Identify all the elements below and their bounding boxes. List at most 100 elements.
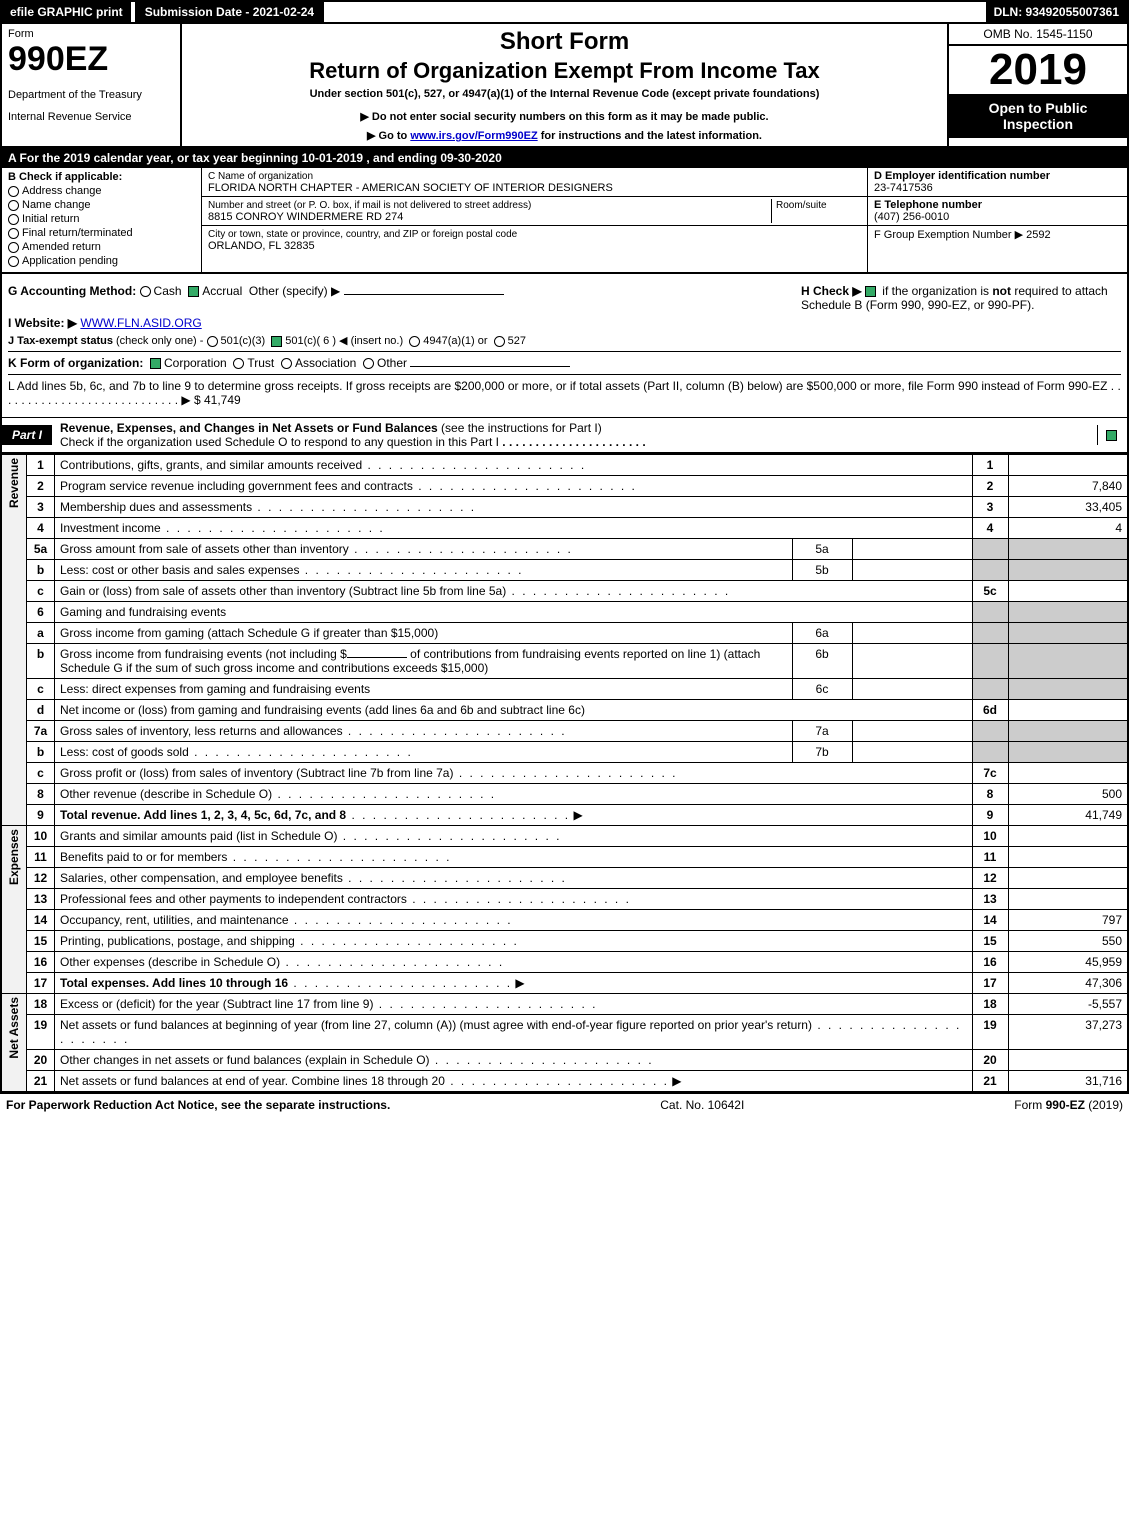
chk-accrual[interactable]	[188, 286, 199, 297]
goto-line: ▶ Go to www.irs.gov/Form990EZ for instru…	[190, 129, 939, 142]
line-6-desc: Gaming and fundraising events	[55, 602, 973, 623]
chk-amended-return[interactable]: Amended return	[8, 241, 195, 253]
radio-association[interactable]	[281, 358, 292, 369]
tax-period-line: A For the 2019 calendar year, or tax yea…	[0, 148, 1129, 168]
line-9-amt: 41,749	[1008, 805, 1128, 826]
shade	[1008, 539, 1128, 560]
line-h-not: not	[992, 284, 1011, 298]
city-row: City or town, state or province, country…	[202, 226, 867, 254]
org-name-row: C Name of organization FLORIDA NORTH CHA…	[202, 168, 867, 197]
form-number: 990EZ	[8, 40, 174, 79]
sub-5b: 5b	[792, 560, 852, 581]
line-g-label: G Accounting Method:	[8, 284, 136, 298]
cash-label: Cash	[154, 284, 182, 298]
line-h-txt1: if the organization is	[882, 284, 992, 298]
line-1-n: 1	[972, 455, 1008, 476]
line-10-n: 10	[972, 826, 1008, 847]
footer-right: Form 990-EZ (2019)	[1014, 1098, 1123, 1112]
line-8-n: 8	[972, 784, 1008, 805]
section-d: D Employer identification number 23-7417…	[867, 168, 1127, 272]
chk-address-change[interactable]: Address change	[8, 185, 195, 197]
tax-year: 2019	[949, 46, 1127, 94]
chk-corporation[interactable]	[150, 358, 161, 369]
ledger-table: Revenue 1 Contributions, gifts, grants, …	[0, 454, 1129, 1093]
line-j-hint: (check only one) -	[116, 335, 203, 347]
line-j: J Tax-exempt status (check only one) - 5…	[8, 334, 1121, 347]
top-bar: efile GRAPHIC print Submission Date - 20…	[0, 0, 1129, 22]
line-2-desc: Program service revenue including govern…	[55, 476, 973, 497]
street-value: 8815 CONROY WINDERMERE RD 274	[208, 211, 403, 223]
line-6d-n: 6d	[972, 700, 1008, 721]
line-6d-amt	[1008, 700, 1128, 721]
line-17-n: 17	[972, 973, 1008, 994]
chk-schedule-b[interactable]	[865, 286, 876, 297]
sub-7a-amt	[852, 721, 972, 742]
line-5c-n: 5c	[972, 581, 1008, 602]
open-inspection: Open to Public Inspection	[949, 94, 1127, 138]
radio-501c3[interactable]	[207, 336, 218, 347]
line-18-n: 18	[972, 994, 1008, 1015]
line-13-desc: Professional fees and other payments to …	[55, 889, 973, 910]
chk-initial-return[interactable]: Initial return	[8, 213, 195, 225]
line-8-desc: Other revenue (describe in Schedule O)	[55, 784, 973, 805]
line-12-amt	[1008, 868, 1128, 889]
lbl-other-org: Other	[377, 356, 407, 370]
lbl-corp: Corporation	[164, 356, 227, 370]
line-4-amt: 4	[1008, 518, 1128, 539]
part-1-label: Part I	[2, 425, 52, 445]
line-l-arrow: ▶ $	[181, 393, 200, 407]
chk-501c[interactable]	[271, 336, 282, 347]
line-k-label: K Form of organization:	[8, 356, 143, 370]
lbl-trust: Trust	[247, 356, 274, 370]
part-1-check[interactable]	[1097, 425, 1127, 445]
part-1-subline: Check if the organization used Schedule …	[60, 435, 499, 449]
radio-4947[interactable]	[409, 336, 420, 347]
line-l: L Add lines 5b, 6c, and 7b to line 9 to …	[8, 374, 1121, 407]
dept-irs: Internal Revenue Service	[8, 111, 174, 123]
city-label: City or town, state or province, country…	[208, 229, 517, 240]
line-20-desc: Other changes in net assets or fund bala…	[55, 1050, 973, 1071]
ein-row: D Employer identification number 23-7417…	[868, 168, 1127, 197]
line-2-n: 2	[972, 476, 1008, 497]
chk-final-return[interactable]: Final return/terminated	[8, 227, 195, 239]
efile-label[interactable]: efile GRAPHIC print	[2, 2, 131, 22]
lbl-527: 527	[508, 335, 526, 347]
return-title: Return of Organization Exempt From Incom…	[190, 58, 939, 84]
line-12-n: 12	[972, 868, 1008, 889]
accrual-label: Accrual	[202, 284, 242, 298]
website-link[interactable]: WWW.FLN.ASID.ORG	[80, 316, 201, 330]
sub-7b-amt	[852, 742, 972, 763]
form-header: Form 990EZ Department of the Treasury In…	[0, 22, 1129, 148]
line-8-amt: 500	[1008, 784, 1128, 805]
sidecat-expenses: Expenses	[1, 826, 27, 994]
line-9-desc: Total revenue. Add lines 1, 2, 3, 4, 5c,…	[55, 805, 973, 826]
line-7c-n: 7c	[972, 763, 1008, 784]
radio-527[interactable]	[494, 336, 505, 347]
line-15-desc: Printing, publications, postage, and shi…	[55, 931, 973, 952]
line-1-amt	[1008, 455, 1128, 476]
radio-cash[interactable]	[140, 286, 151, 297]
line-6b-desc: Gross income from fundraising events (no…	[55, 644, 793, 679]
footer-center: Cat. No. 10642I	[390, 1098, 1014, 1112]
chk-application-pending[interactable]: Application pending	[8, 255, 195, 267]
part-1-title: Revenue, Expenses, and Changes in Net As…	[52, 418, 1097, 452]
line-3-amt: 33,405	[1008, 497, 1128, 518]
other-label: Other (specify) ▶	[249, 284, 340, 298]
line-15-amt: 550	[1008, 931, 1128, 952]
goto-link[interactable]: www.irs.gov/Form990EZ	[410, 130, 537, 142]
line-20-amt	[1008, 1050, 1128, 1071]
room-label: Room/suite	[776, 200, 827, 211]
radio-trust[interactable]	[233, 358, 244, 369]
street-label: Number and street (or P. O. box, if mail…	[208, 200, 531, 211]
line-7c-desc: Gross profit or (loss) from sales of inv…	[55, 763, 973, 784]
sub-6a: 6a	[792, 623, 852, 644]
radio-other-org[interactable]	[363, 358, 374, 369]
sub-5a: 5a	[792, 539, 852, 560]
line-14-desc: Occupancy, rent, utilities, and maintena…	[55, 910, 973, 931]
line-21-amt: 31,716	[1008, 1071, 1128, 1093]
other-org-input[interactable]	[410, 366, 570, 367]
lines-gk: G Accounting Method: Cash Accrual Other …	[0, 274, 1129, 417]
group-label: F Group Exemption Number ▶	[874, 229, 1023, 241]
other-specify-input[interactable]	[344, 294, 504, 295]
chk-name-change[interactable]: Name change	[8, 199, 195, 211]
